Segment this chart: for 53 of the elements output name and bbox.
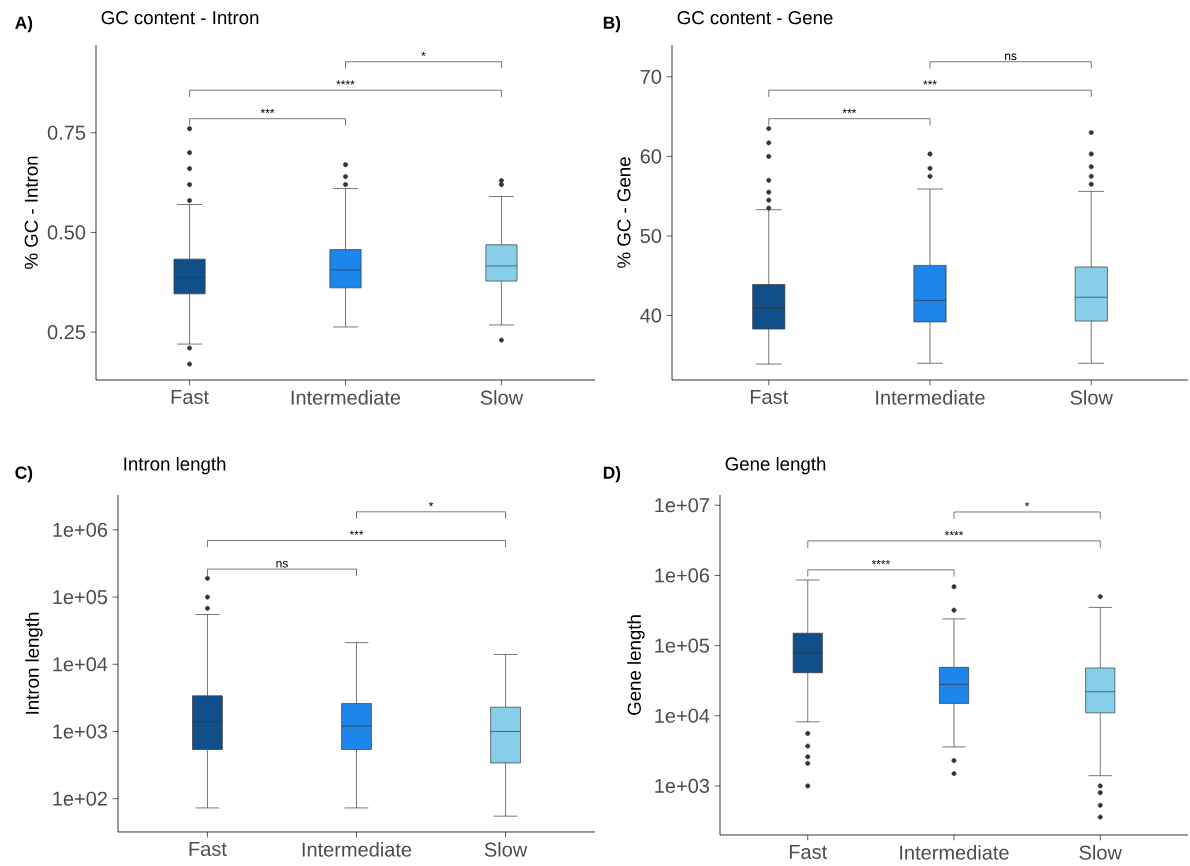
y-tick-label: 40 [640,308,662,323]
annotation: * [428,501,434,507]
annotation: * [421,51,426,57]
x-tick-label: Fast [189,842,227,856]
annotation: * [1024,502,1030,507]
text: D) [603,466,621,483]
y-axis-title: % GC - Gene [617,157,631,268]
y-tick-label: 1e+03 [53,724,108,739]
x-tick-label: Fast [171,390,209,404]
y-tick-label: 0.50 [47,225,86,240]
y-tick-label: 0.25 [47,325,86,340]
y-tick-label: 1e+02 [53,791,107,806]
y-tick-label: 70 [640,69,662,84]
y-tick-label: 1e+06 [53,522,108,537]
x-tick-label: Fast [750,390,789,404]
annotation: **** [944,531,964,536]
y-tick-label: 1e+04 [655,708,710,723]
annotation: **** [336,80,355,85]
annotation: ns [1005,53,1017,61]
annotation: ns [276,560,288,568]
chart-title: Intron length [124,456,226,475]
x-tick-label: Intermediate [291,390,401,405]
annotation: **** [871,559,891,565]
y-tick-label: 1e+06 [655,568,710,583]
x-tick-label: Intermediate [900,845,1009,860]
chart-title: Gene length [725,456,826,475]
x-tick-label: Slow [484,842,528,857]
y-tick-label: 1e+05 [53,589,108,605]
y-tick-label: 1e+07 [655,498,709,513]
y-tick-label: 0.75 [47,125,86,140]
y-tick-label: 1e+05 [655,638,710,653]
y-tick-label: 1e+03 [655,778,710,793]
text: B) [603,16,621,33]
x-tick-label: Slow [1079,845,1122,860]
x-tick-label: Intermediate [876,390,985,405]
text: C) [15,466,33,483]
annotation: *** [260,108,275,114]
y-axis-title: Intron length [25,612,43,714]
y-axis-title: Gene length [627,615,645,715]
chart-title: GC content - Gene [677,11,833,25]
y-axis-title: % GC - Intron [24,156,38,269]
text: A) [15,16,33,33]
annotation: *** [923,80,937,85]
chart-title: GC content - Intron [101,11,259,25]
annotation: *** [842,108,857,114]
x-tick-label: Slow [480,390,524,405]
x-tick-label: Intermediate [302,842,412,857]
y-tick-label: 60 [640,149,662,164]
x-tick-label: Slow [1070,390,1113,405]
annotation: *** [349,530,364,535]
y-tick-label: 1e+04 [53,657,108,672]
y-tick-label: 50 [640,228,662,244]
x-tick-label: Fast [789,845,828,859]
